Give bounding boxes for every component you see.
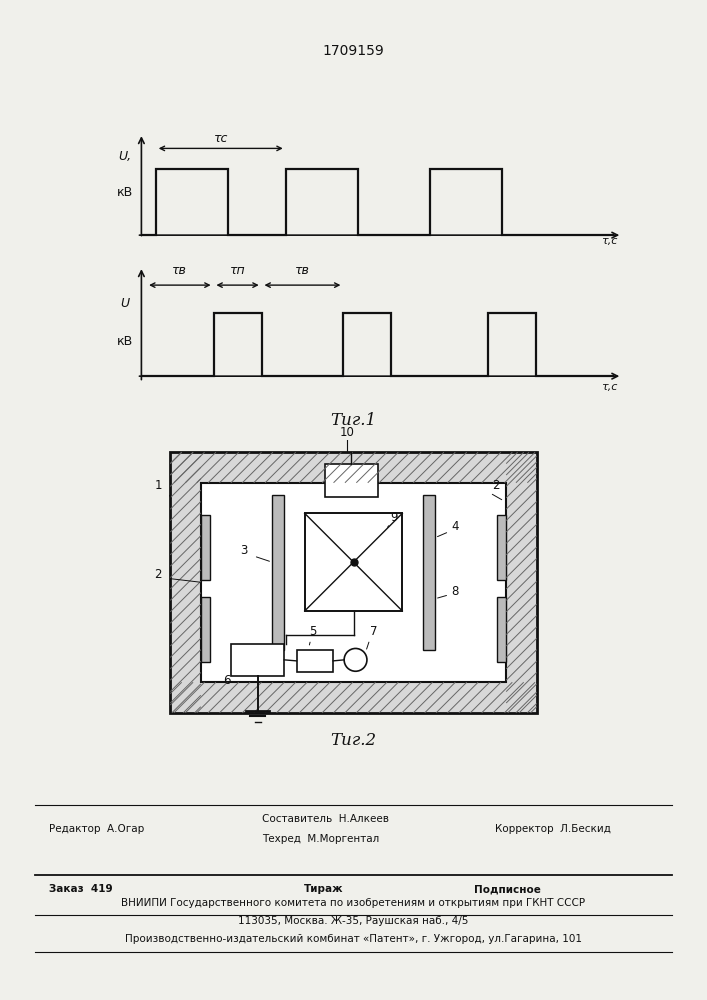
Bar (423, 495, 435, 650)
Text: 3: 3 (240, 544, 247, 557)
Text: 7: 7 (370, 625, 378, 638)
Bar (231, 644, 284, 676)
Text: 2: 2 (492, 479, 500, 492)
Text: 1: 1 (154, 479, 162, 492)
Bar (305, 513, 402, 611)
Text: кВ: кВ (117, 335, 133, 348)
Text: 2: 2 (154, 568, 162, 581)
Bar (497, 597, 506, 662)
Bar (497, 515, 506, 580)
Text: τв: τв (173, 264, 187, 277)
Bar (201, 483, 506, 682)
Text: Корректор  Л.Бескид: Корректор Л.Бескид (495, 824, 611, 834)
Bar (201, 515, 210, 580)
Text: 4: 4 (452, 520, 459, 533)
Text: τс: τс (214, 132, 228, 145)
Text: Тираж: Тираж (304, 884, 344, 894)
Text: 113035, Москва. Ж-35, Раушская наб., 4/5: 113035, Москва. Ж-35, Раушская наб., 4/5 (238, 916, 469, 926)
Text: U: U (120, 297, 129, 310)
Bar (325, 464, 378, 497)
Bar (170, 452, 201, 713)
Text: Подписное: Подписное (474, 884, 541, 894)
Text: Составитель  Н.Алкеев: Составитель Н.Алкеев (262, 814, 389, 824)
Text: кВ: кВ (117, 186, 133, 199)
Text: τп: τп (230, 264, 245, 277)
Text: Производственно-издательский комбинат «Патент», г. Ужгород, ул.Гагарина, 101: Производственно-издательский комбинат «П… (125, 934, 582, 944)
Text: τ,с: τ,с (601, 382, 617, 392)
Text: Заказ  419: Заказ 419 (49, 884, 113, 894)
Text: Редактор  А.Огар: Редактор А.Огар (49, 824, 145, 834)
Text: 5: 5 (309, 625, 317, 638)
Circle shape (344, 648, 367, 671)
Text: Τиг.1: Τиг.1 (330, 412, 377, 429)
Text: 8: 8 (452, 585, 459, 598)
Bar (170, 682, 537, 713)
Text: U,: U, (118, 150, 131, 163)
Bar (506, 452, 537, 713)
Text: 6: 6 (223, 674, 231, 687)
Bar (170, 452, 537, 483)
Text: Техред  М.Моргентал: Техред М.Моргентал (262, 834, 379, 844)
Bar (272, 495, 284, 650)
Text: 10: 10 (340, 426, 355, 439)
Text: Τиг.2: Τиг.2 (330, 732, 377, 749)
Text: 1709159: 1709159 (322, 44, 385, 58)
Text: ВНИИПИ Государственного комитета по изобретениям и открытиям при ГКНТ СССР: ВНИИПИ Государственного комитета по изоб… (122, 898, 585, 908)
Text: 9: 9 (390, 511, 398, 524)
Bar (296, 650, 333, 672)
Bar (201, 597, 210, 662)
Text: τв: τв (295, 264, 310, 277)
Text: τ,с: τ,с (601, 236, 617, 246)
